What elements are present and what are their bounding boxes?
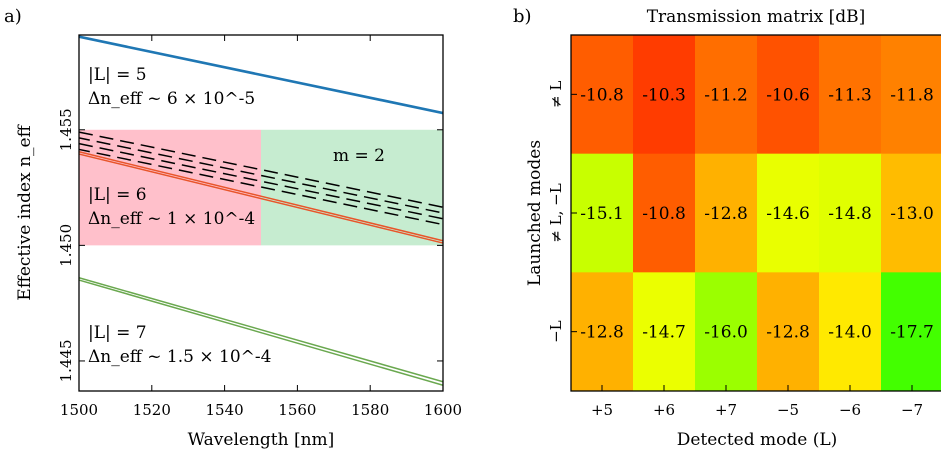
x-tick-label-b: −5 [777, 401, 799, 419]
heatmap-cell [881, 272, 941, 392]
heatmap-cell-value: -15.1 [580, 204, 624, 224]
panel-label-a: a) [4, 6, 22, 27]
heatmap-cell-value: -10.8 [580, 85, 624, 105]
heatmap-cell [571, 153, 634, 273]
heatmap-b: -10.8 -10.3 -11.2 -10.6 -11.3 -11.8 -15.1 -10.8… [547, 34, 941, 419]
panel-label-b: b) [513, 6, 532, 27]
heatmap-cell-value: -12.8 [766, 323, 810, 343]
heatmap-cell-value: -14.6 [766, 204, 810, 224]
y-axis-label-a: Effective index n_eff [15, 123, 35, 300]
heatmap-cell [819, 35, 882, 155]
x-tick-label-b: −7 [901, 401, 923, 419]
heatmap-cell-value: -11.8 [890, 85, 934, 105]
series-line-6 [78, 279, 444, 386]
y-axis-label-b: Launched modes [525, 140, 545, 286]
heatmap-cell-value: -14.0 [828, 323, 872, 343]
heatmap-cell [819, 272, 882, 392]
heatmap-cell-value: -10.6 [766, 85, 810, 105]
heatmap-cell-value: -14.7 [642, 323, 686, 343]
x-tick-label-a: 1500 [60, 401, 98, 419]
heatmap-cell [695, 153, 758, 273]
x-tick-label-b: +6 [653, 401, 675, 419]
annotation-m2: m = 2 [333, 146, 385, 166]
x-tick-label-b: +7 [715, 401, 737, 419]
series-line-3 [78, 151, 444, 242]
heatmap-cell [757, 272, 820, 392]
annotation-l7-dneff: Δn_eff ~ 1.5 × 10^-4 [88, 347, 271, 367]
heatmap-cell [819, 153, 882, 273]
series-line-10 [78, 148, 444, 226]
heatmap-cell-value: -10.3 [642, 85, 686, 105]
y-tick-label-b: ≠ L, −L [547, 183, 565, 242]
heatmap-title: Transmission matrix [dB] [647, 7, 866, 27]
heatmap-cell-value: -17.7 [890, 323, 934, 343]
heatmap-cell-value: -10.8 [642, 204, 686, 224]
heatmap-cell-value: -14.8 [828, 204, 872, 224]
plot-frame-a [78, 34, 444, 392]
heatmap-cell-value: -12.8 [580, 323, 624, 343]
heatmap-cell [633, 153, 696, 273]
y-tick-label-b: −L [547, 320, 565, 343]
heatmap-cell-value: -11.3 [828, 85, 872, 105]
heatmap-cell [571, 272, 634, 392]
x-tick-label-a: 1600 [424, 401, 462, 419]
annotation-l6-title: |L| = 6 [88, 185, 147, 205]
series-line-2 [78, 36, 444, 115]
y-tick-label-b: ≠ L [547, 81, 565, 108]
heatmap-cell [633, 272, 696, 392]
x-tick-label-b: +5 [591, 401, 613, 419]
x-axis-label-b: Detected mode (L) [677, 430, 838, 450]
heatmap-cell [757, 153, 820, 273]
annotation-l5-dneff: Δn_eff ~ 6 × 10^-5 [88, 89, 255, 109]
heatmap-cell [695, 272, 758, 392]
x-tick-label-b: −6 [839, 401, 861, 419]
y-tick-label-a: 1.450 [57, 224, 75, 267]
y-tick-label-a: 1.455 [57, 108, 75, 151]
series-line-4 [78, 153, 444, 244]
heatmap-cell-value: -13.0 [890, 204, 934, 224]
x-tick-label-a: 1520 [133, 401, 171, 419]
line-plot-a: 1500 1520 1540 1560 1580 1600 1.445 1.450 1.455 [57, 34, 462, 419]
series-line-1 [78, 35, 444, 114]
x-tick-label-a: 1560 [278, 401, 316, 419]
shaded-region-1 [79, 129, 261, 246]
annotation-l5-title: |L| = 5 [88, 65, 147, 85]
heatmap-cell [633, 35, 696, 155]
heatmap-cell [571, 35, 634, 155]
x-tick-label-a: 1540 [206, 401, 244, 419]
heatmap-cell [695, 35, 758, 155]
annotation-l7-title: |L| = 7 [88, 323, 147, 343]
heatmap-cell-value: -16.0 [704, 323, 748, 343]
x-tick-label-a: 1580 [351, 401, 389, 419]
y-tick-label-a: 1.445 [57, 339, 75, 382]
heatmap-cell-value: -11.2 [704, 85, 748, 105]
heatmap-cell-value: -12.8 [704, 204, 748, 224]
x-axis-label-a: Wavelength [nm] [188, 430, 335, 450]
series-line-5 [78, 277, 444, 383]
heatmap-cell [757, 35, 820, 155]
heatmap-cell [881, 153, 941, 273]
series-line-8 [78, 137, 444, 214]
annotation-l6-dneff: Δn_eff ~ 1 × 10^-4 [88, 209, 255, 229]
heatmap-cell [881, 35, 941, 155]
